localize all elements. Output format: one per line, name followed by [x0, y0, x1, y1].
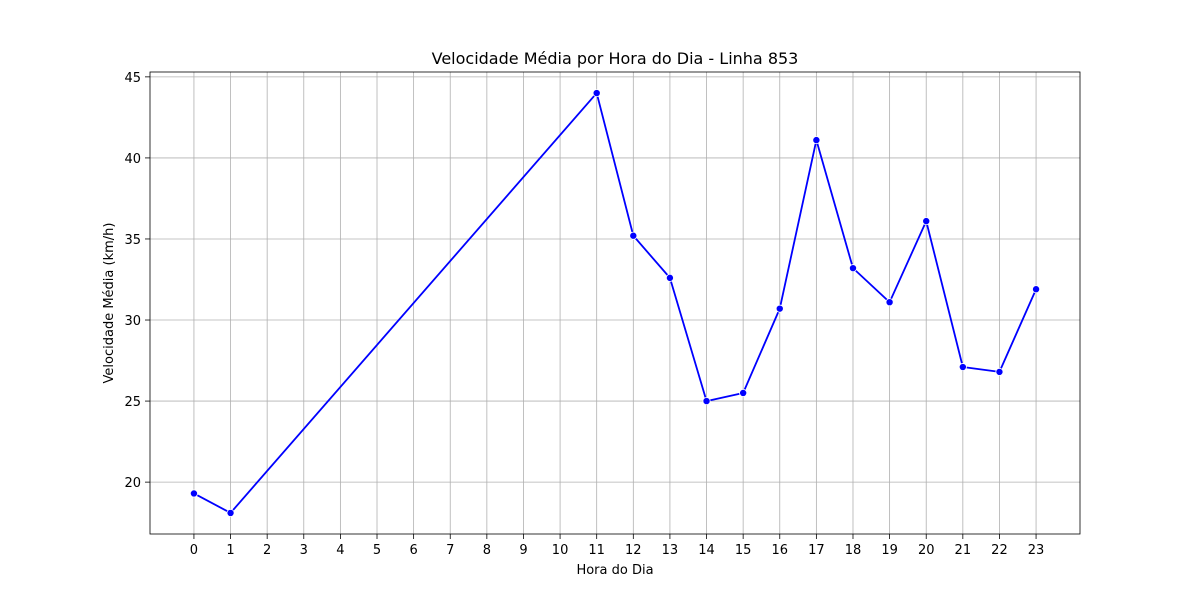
data-point	[922, 217, 931, 226]
data-point	[1032, 285, 1041, 294]
y-tick-label: 40	[124, 152, 141, 167]
x-tick-label: 16	[771, 543, 788, 558]
x-tick-label: 7	[446, 543, 454, 558]
chart-title: Velocidade Média por Hora do Dia - Linha…	[432, 49, 799, 68]
plot-frame	[149, 71, 1081, 535]
x-tick-label: 19	[881, 543, 898, 558]
series	[189, 89, 1041, 517]
x-tick-label: 15	[735, 543, 752, 558]
y-tick-label: 30	[124, 314, 141, 329]
data-point	[189, 489, 198, 498]
x-tick-label: 11	[588, 543, 605, 558]
data-point	[995, 367, 1004, 376]
y-axis-ticks: 20 25 30 35 40 45	[124, 71, 150, 491]
x-tick-label: 8	[483, 543, 491, 558]
series-line	[193, 92, 1037, 514]
data-point	[848, 264, 857, 273]
x-tick-label: 18	[845, 543, 862, 558]
data-point	[226, 508, 235, 517]
x-tick-label: 2	[263, 543, 271, 558]
data-point	[665, 273, 674, 282]
x-tick-label: 6	[409, 543, 417, 558]
data-point	[775, 304, 784, 313]
y-tick-label: 20	[124, 476, 141, 491]
data-point	[739, 388, 748, 397]
data-point	[812, 136, 821, 145]
x-tick-label: 5	[373, 543, 381, 558]
x-tick-label: 20	[918, 543, 935, 558]
x-tick-label: 1	[226, 543, 234, 558]
x-tick-label: 22	[991, 543, 1008, 558]
x-tick-label: 13	[662, 543, 679, 558]
grid	[150, 72, 1080, 534]
x-tick-label: 4	[336, 543, 344, 558]
x-tick-label: 0	[190, 543, 198, 558]
x-axis-ticks: 0 1 2 3 4 5 6 7 8 9 10 11 12 13 14 15 16 17 18 19 20 21 22 23	[190, 534, 1045, 558]
x-tick-label: 14	[698, 543, 715, 558]
y-axis-label: Velocidade Média (km/h)	[102, 223, 117, 384]
data-point	[958, 363, 967, 372]
data-point	[592, 89, 601, 98]
x-tick-label: 9	[519, 543, 527, 558]
x-tick-label: 21	[955, 543, 972, 558]
x-tick-label: 10	[552, 543, 569, 558]
data-point	[629, 231, 638, 240]
y-tick-label: 25	[124, 395, 141, 410]
data-point	[885, 298, 894, 307]
x-tick-label: 12	[625, 543, 642, 558]
x-tick-label: 23	[1028, 543, 1045, 558]
data-point	[702, 397, 711, 406]
x-axis-label: Hora do Dia	[576, 563, 653, 578]
y-tick-label: 45	[124, 71, 141, 86]
y-tick-label: 35	[124, 233, 141, 248]
x-tick-label: 3	[300, 543, 308, 558]
x-tick-label: 17	[808, 543, 825, 558]
